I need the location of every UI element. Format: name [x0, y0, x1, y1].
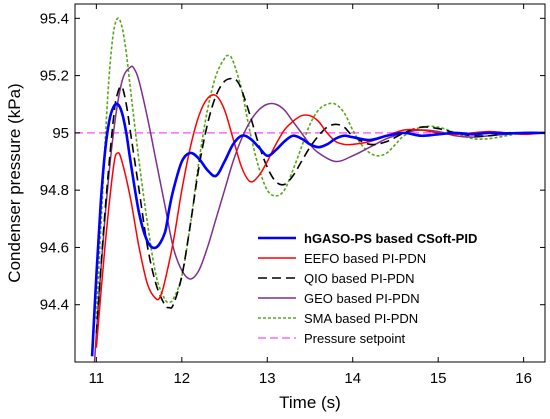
series-line-1: [95, 94, 545, 348]
series-line-4: [95, 17, 545, 320]
plot-frame: [74, 3, 546, 363]
y-axis-title: Condenser pressure (kPa): [5, 83, 24, 282]
legend-label: Pressure setpoint: [304, 331, 406, 346]
y-tick-label: 95: [52, 125, 69, 142]
x-tick-label: 15: [430, 370, 447, 387]
series-line-0: [90, 102, 545, 357]
x-tick-label: 11: [89, 370, 105, 387]
x-tick-label: 16: [515, 370, 532, 387]
legend-label: QIO based PI-PDN: [304, 271, 415, 286]
legend-label: SMA based PI-PDN: [304, 311, 418, 326]
y-tick-label: 94.4: [40, 297, 69, 314]
x-tick-label: 12: [173, 370, 190, 387]
ticks-layer: 11 12 13 14 15 16 94.4 94.6 94.8 95 95.2 95.4: [40, 4, 545, 387]
legend-label: hGASO-PS based CSoft-PID: [304, 231, 477, 246]
series-layer: [75, 17, 545, 362]
y-tick-label: 95.4: [40, 10, 69, 27]
legend-label: GEO based PI-PDN: [304, 291, 420, 306]
x-tick-label: 14: [344, 370, 361, 387]
y-tick-label: 95.2: [40, 68, 69, 85]
y-tick-label: 94.6: [40, 239, 69, 256]
plot-area-background: [75, 4, 545, 362]
legend-label: EEFO based PI-PDN: [304, 251, 426, 266]
x-tick-label: 13: [259, 370, 276, 387]
legend: hGASO-PS based CSoft-PID EEFO based PI-PD…: [258, 231, 477, 346]
y-tick-label: 94.8: [40, 182, 69, 199]
x-axis-title: Time (s): [279, 393, 341, 412]
